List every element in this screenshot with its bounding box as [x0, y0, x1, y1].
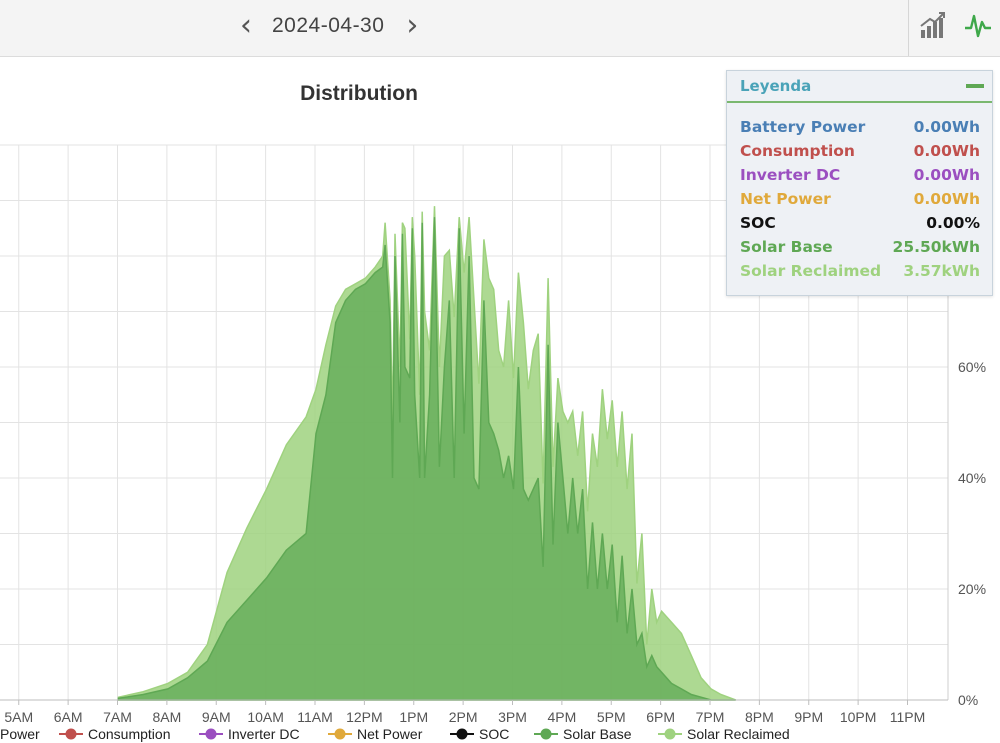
x-tick-label: 11AM	[297, 709, 333, 725]
collapse-icon[interactable]	[966, 84, 984, 88]
top-toolbar: ‹ 2024-04-30 ›	[0, 0, 1000, 57]
distribution-chart: Distribution 5AM 6AM 7AM 8AM 9AM 10AM 11AM 12PM…	[0, 82, 986, 725]
legend-row-inverter-dc[interactable]: Inverter DC 0.00Wh	[740, 166, 980, 188]
next-day-button[interactable]: ›	[406, 8, 419, 43]
x-tick-label: 11PM	[890, 709, 926, 725]
legend-label: Consumption	[88, 726, 171, 742]
legend-marker-icon	[450, 728, 474, 740]
series-areas	[117, 206, 736, 701]
legend-label: SOC	[479, 726, 510, 742]
x-tick-label: 8AM	[152, 709, 181, 725]
line-chart-icon[interactable]	[963, 10, 993, 40]
legend-header: Leyenda	[727, 71, 992, 103]
previous-day-button[interactable]: ‹	[240, 8, 252, 43]
legend-series-value: 0.00Wh	[913, 166, 980, 184]
x-tick-label: 9PM	[794, 709, 823, 725]
legend-series-value: 0.00Wh	[913, 118, 980, 136]
y2-tick-label: 60%	[958, 359, 986, 375]
legend-label: Solar Reclaimed	[687, 726, 790, 742]
x-tick-label: 9AM	[202, 709, 231, 725]
x-tick-label: 3PM	[498, 709, 527, 725]
legend-series-name: Battery Power	[740, 118, 866, 136]
legend-title: Leyenda	[740, 77, 812, 95]
x-tick-label: 6AM	[54, 709, 83, 725]
legend-marker-icon	[534, 728, 558, 740]
x-tick-label: 8PM	[745, 709, 774, 725]
legend-series-value: 0.00%	[926, 214, 980, 232]
legend-series-value: 3.57kWh	[903, 262, 980, 280]
x-tick-label: 12PM	[346, 709, 383, 725]
legend-series-value: 0.00Wh	[913, 190, 980, 208]
legend-marker-icon	[59, 728, 83, 740]
x-tick-label: 10PM	[840, 709, 877, 725]
x-tick-label: 6PM	[646, 709, 675, 725]
legend-label: Inverter DC	[228, 726, 300, 742]
x-axis: 5AM 6AM 7AM 8AM 9AM 10AM 11AM 12PM 1PM 2PM 3PM 4PM 5…	[0, 699, 948, 725]
chart-title: Distribution	[300, 82, 418, 105]
legend-label: Solar Base	[563, 726, 632, 742]
y2-tick-label: 0%	[958, 692, 978, 708]
date-navigator: ‹ 2024-04-30 ›	[240, 10, 418, 42]
solar-base-area[interactable]	[117, 217, 736, 701]
x-tick-label: 4PM	[547, 709, 576, 725]
x-tick-label: 2PM	[449, 709, 478, 725]
legend-row-solar-base[interactable]: Solar Base 25.50kWh	[740, 238, 980, 260]
x-tick-label: 5PM	[597, 709, 626, 725]
x-tick-label: 10AM	[247, 709, 284, 725]
legend-row-solar-reclaimed[interactable]: Solar Reclaimed 3.57kWh	[740, 262, 980, 284]
legend-series-value: 25.50kWh	[892, 238, 980, 256]
x-tick-label: 1PM	[399, 709, 428, 725]
x-tick-label: 7AM	[103, 709, 132, 725]
toolbar-divider	[908, 0, 909, 56]
x-tick-label: 7PM	[696, 709, 725, 725]
legend-label: Net Power	[357, 726, 423, 742]
legend-row-consumption[interactable]: Consumption 0.00Wh	[740, 142, 980, 164]
bar-chart-icon[interactable]	[918, 10, 948, 40]
current-date[interactable]: 2024-04-30	[272, 14, 385, 37]
legend-series-name: Inverter DC	[740, 166, 841, 184]
legend-label: Power	[0, 726, 40, 742]
x-tick-label: 5AM	[4, 709, 33, 725]
legend-series-value: 0.00Wh	[913, 142, 980, 160]
legend-marker-icon	[328, 728, 352, 740]
legend-marker-icon	[199, 728, 223, 740]
legend-panel: Leyenda Battery Power 0.00Wh Consumption 0.…	[726, 70, 993, 296]
legend-series-name: SOC	[740, 214, 776, 232]
legend-row-battery-power[interactable]: Battery Power 0.00Wh	[740, 118, 980, 140]
legend-row-soc[interactable]: SOC 0.00%	[740, 214, 980, 236]
legend-row-net-power[interactable]: Net Power 0.00Wh	[740, 190, 980, 212]
y2-tick-label: 20%	[958, 581, 986, 597]
legend-series-name: Consumption	[740, 142, 855, 160]
legend-marker-icon	[658, 728, 682, 740]
y2-tick-label: 40%	[958, 470, 986, 486]
legend-series-name: Solar Reclaimed	[740, 262, 882, 280]
legend-series-name: Solar Base	[740, 238, 833, 256]
y2-axis: 0% 20% 40% 60%	[958, 359, 986, 708]
legend-series-name: Net Power	[740, 190, 831, 208]
bottom-legend: Power Consumption Inverter DC Net Power SOC S…	[0, 725, 1000, 743]
